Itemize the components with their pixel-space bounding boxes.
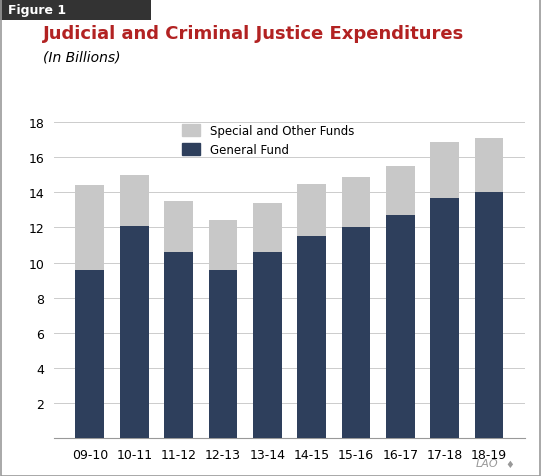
Text: (In Billions): (In Billions) [43, 50, 121, 64]
Bar [430, 142, 459, 198]
Bar [76, 270, 104, 438]
Bar [386, 216, 415, 438]
Bar [297, 184, 326, 237]
Bar [386, 167, 415, 216]
Bar [164, 202, 193, 252]
Bar [164, 252, 193, 438]
Bar [341, 177, 371, 228]
Bar [76, 186, 104, 270]
Bar [297, 237, 326, 438]
Text: ♦: ♦ [506, 459, 514, 469]
Text: Judicial and Criminal Justice Expenditures: Judicial and Criminal Justice Expenditur… [43, 25, 465, 43]
Bar [341, 228, 371, 438]
Text: Figure 1: Figure 1 [8, 4, 65, 17]
Bar [208, 270, 237, 438]
Text: LAO: LAO [476, 458, 499, 468]
Bar [430, 198, 459, 438]
Bar [474, 193, 503, 438]
Bar [208, 221, 237, 270]
Bar [120, 226, 149, 438]
Legend: Special and Other Funds, General Fund: Special and Other Funds, General Fund [177, 120, 359, 161]
Bar [253, 252, 282, 438]
Bar [253, 203, 282, 252]
Bar [120, 176, 149, 226]
Bar [474, 139, 503, 193]
